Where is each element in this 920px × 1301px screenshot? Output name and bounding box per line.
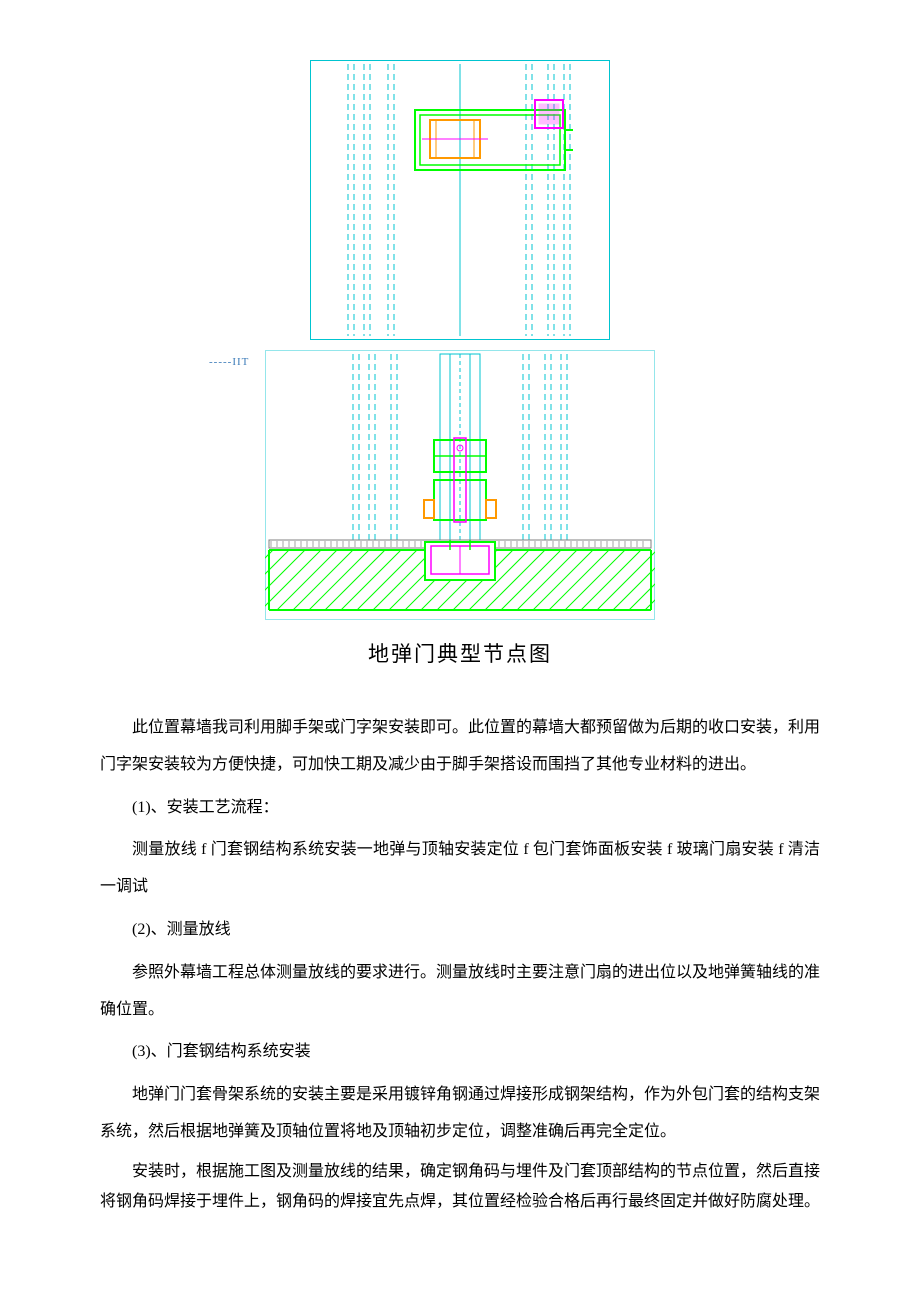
paragraph-intro: 此位置幕墙我司利用脚手架或门字架安装即可。此位置的幕墙大都预留做为后期的收口安装…: [100, 710, 820, 784]
document-page: -----IIT 地弹门典型节点图 此位置幕墙我司利用脚手架或门字架安装即可。此…: [0, 0, 920, 1284]
subhead-1: (1)、安装工艺流程：: [100, 790, 820, 827]
paragraph-survey: 参照外幕墙工程总体测量放线的要求进行。测量放线时主要注意门扇的进出位以及地弹簧轴…: [100, 955, 820, 1029]
subhead-3: (3)、门套钢结构系统安装: [100, 1034, 820, 1071]
paragraph-frame: 地弹门门套骨架系统的安装主要是采用镀锌角钢通过焊接形成钢架结构，作为外包门套的结…: [100, 1077, 820, 1151]
bottom-detail-svg: [265, 350, 655, 620]
paragraph-install: 安装时，根据施工图及测量放线的结果，确定钢角码与埋件及门套顶部结构的节点位置，然…: [100, 1157, 820, 1218]
diagram-container: -----IIT 地弹门典型节点图: [100, 60, 820, 690]
diagram-top-panel: [310, 60, 610, 340]
figure-title: 地弹门典型节点图: [368, 638, 552, 668]
diagram-bottom-panel: -----IIT: [265, 350, 655, 620]
iit-label: -----IIT: [209, 356, 249, 368]
top-detail-svg: [310, 60, 610, 340]
subhead-2: (2)、测量放线: [100, 912, 820, 949]
paragraph-process: 测量放线 f 门套钢结构系统安装一地弹与顶轴安装定位 f 包门套饰面板安装 f …: [100, 832, 820, 906]
